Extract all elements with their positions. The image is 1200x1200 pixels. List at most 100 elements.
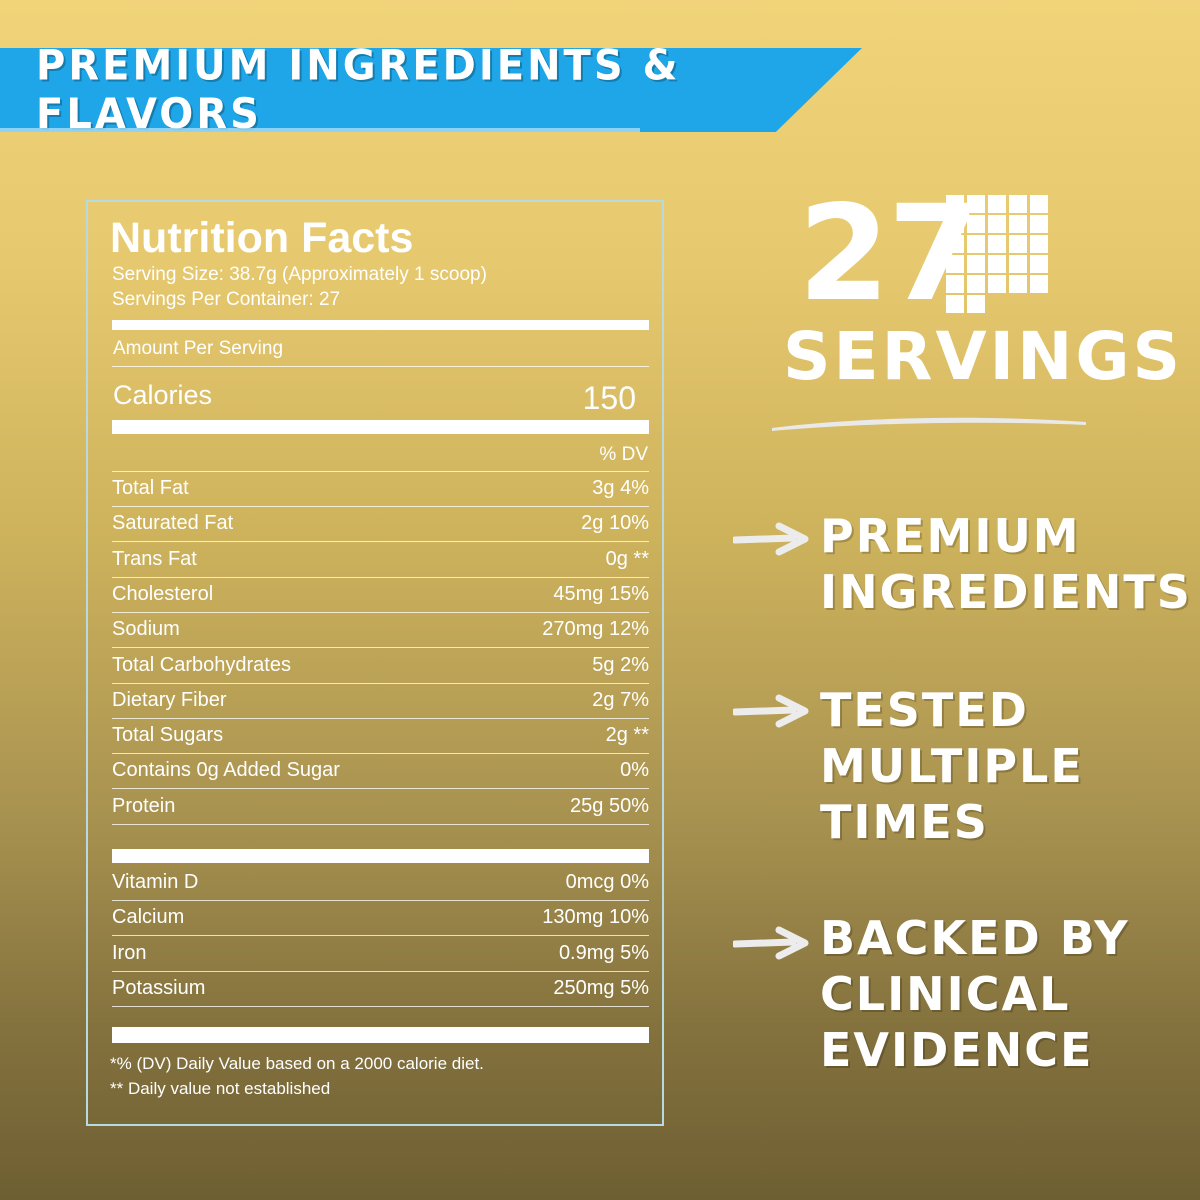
nutrient-value: 45mg 15% bbox=[553, 582, 649, 605]
grid-cell bbox=[946, 195, 964, 213]
grid-cell bbox=[967, 215, 985, 233]
nutrient-label: Total Sugars bbox=[112, 724, 224, 747]
divider-thick bbox=[112, 320, 649, 330]
footnote-dv: *% (DV) Daily Value based on a 2000 calo… bbox=[110, 1054, 484, 1073]
calories-value: 150 bbox=[582, 380, 636, 416]
grid-cell bbox=[1009, 275, 1027, 293]
nutrient-value: 250mg 5% bbox=[553, 976, 649, 999]
grid-cell bbox=[1009, 235, 1027, 253]
arrow-right-icon bbox=[733, 522, 809, 556]
nutrient-value: 2g 10% bbox=[581, 512, 649, 535]
grid-cell bbox=[946, 215, 964, 233]
grid-cell bbox=[1030, 235, 1048, 253]
nutrient-label: Protein bbox=[112, 794, 176, 817]
nutrient-row: Total Sugars 2g ** bbox=[112, 724, 649, 747]
grid-cell bbox=[967, 295, 985, 313]
nutrient-label: Dietary Fiber bbox=[112, 688, 227, 711]
grid-cell bbox=[1030, 215, 1048, 233]
nutrient-row: Trans Fat 0g ** bbox=[112, 548, 649, 571]
nutrient-label: Calcium bbox=[112, 906, 185, 929]
divider bbox=[112, 541, 649, 543]
amount-per-serving: Amount Per Serving bbox=[113, 338, 284, 359]
nutrient-row: Total Fat 3g 4% bbox=[112, 477, 649, 500]
divider bbox=[112, 1005, 649, 1007]
grid-cell bbox=[967, 255, 985, 273]
divider-thick bbox=[112, 849, 649, 863]
nutrient-label: Cholesterol bbox=[112, 582, 214, 605]
nutrient-row: Total Carbohydrates 5g 2% bbox=[112, 654, 649, 677]
divider bbox=[112, 935, 649, 937]
divider bbox=[112, 823, 649, 825]
nutrient-value: 130mg 10% bbox=[542, 906, 649, 929]
serving-size: Serving Size: 38.7g (Approximately 1 sco… bbox=[112, 264, 487, 285]
servings-grid-icon bbox=[946, 195, 1048, 313]
nutrient-row: Sodium 270mg 12% bbox=[112, 618, 649, 641]
grid-cell bbox=[988, 215, 1006, 233]
divider bbox=[112, 717, 649, 719]
grid-cell bbox=[1030, 275, 1048, 293]
nutrient-row: Cholesterol 45mg 15% bbox=[112, 583, 649, 606]
nutrient-value: 25g 50% bbox=[570, 794, 649, 817]
grid-cell bbox=[1009, 255, 1027, 273]
grid-cell bbox=[988, 275, 1006, 293]
header-banner: PREMIUM INGREDIENTS & FLAVORS bbox=[0, 48, 862, 132]
grid-cell bbox=[967, 275, 985, 293]
grid-cell bbox=[1009, 215, 1027, 233]
nutrient-label: Total Fat bbox=[112, 477, 189, 499]
nutrient-row: Iron 0.9mg 5% bbox=[112, 942, 649, 965]
divider bbox=[112, 647, 649, 649]
claim-tested-multiple-times: TESTED MULTIPLE TIMES bbox=[820, 683, 1084, 849]
grid-cell bbox=[946, 275, 964, 293]
grid-cell bbox=[967, 195, 985, 213]
grid-cell bbox=[988, 235, 1006, 253]
nutrient-value: 270mg 12% bbox=[542, 618, 649, 641]
divider bbox=[112, 611, 649, 613]
nutrient-row: Contains 0g Added Sugar 0% bbox=[112, 759, 649, 782]
divider bbox=[112, 970, 649, 972]
nutrient-value: 3g 4% bbox=[592, 477, 649, 499]
servings-label: SERVINGS bbox=[783, 318, 1184, 395]
grid-cell bbox=[988, 195, 1006, 213]
divider bbox=[112, 366, 649, 367]
nutrient-label: Contains 0g Added Sugar bbox=[112, 759, 340, 782]
divider bbox=[112, 788, 649, 790]
nutrient-row: Vitamin D 0mcg 0% bbox=[112, 871, 649, 894]
nutrient-label: Saturated Fat bbox=[112, 512, 234, 535]
nutrient-value: 0.9mg 5% bbox=[558, 941, 649, 964]
servings-per-container: Servings Per Container: 27 bbox=[112, 289, 341, 310]
nutrient-value: 2g 7% bbox=[592, 688, 649, 711]
grid-cell bbox=[946, 255, 964, 273]
divider bbox=[112, 471, 649, 472]
grid-cell bbox=[988, 255, 1006, 273]
swoosh-underline bbox=[772, 417, 1086, 431]
banner-title: PREMIUM INGREDIENTS & FLAVORS bbox=[36, 41, 681, 139]
nutrient-label: Total Carbohydrates bbox=[112, 653, 291, 676]
nutrient-row: Potassium 250mg 5% bbox=[112, 977, 649, 1000]
nutrient-label: Trans Fat bbox=[112, 547, 197, 570]
divider-thick bbox=[112, 420, 649, 434]
banner-underline bbox=[0, 128, 640, 132]
nutrition-panel bbox=[86, 200, 664, 1126]
grid-cell bbox=[1030, 255, 1048, 273]
nutrient-value: 5g 2% bbox=[592, 653, 649, 676]
nutrient-label: Iron bbox=[112, 941, 147, 964]
calories-label: Calories bbox=[113, 380, 213, 410]
nutrient-value: 0% bbox=[620, 759, 649, 782]
claim-premium-ingredients: PREMIUM INGREDIENTS bbox=[820, 509, 1192, 619]
nutrient-label: Vitamin D bbox=[112, 871, 199, 893]
nutrient-row: Dietary Fiber 2g 7% bbox=[112, 689, 649, 712]
divider bbox=[112, 576, 649, 578]
grid-cell bbox=[946, 235, 964, 253]
nutrient-value: 2g ** bbox=[605, 724, 649, 747]
footnote-not-established: ** Daily value not established bbox=[110, 1079, 331, 1098]
dv-header: % DV bbox=[599, 444, 648, 465]
claim-backed-by-clinical-evidence: BACKED BY CLINICAL EVIDENCE bbox=[820, 911, 1130, 1077]
grid-cell bbox=[946, 295, 964, 313]
nutrient-row: Protein 25g 50% bbox=[112, 795, 649, 818]
nutrient-value: 0mcg 0% bbox=[565, 871, 649, 893]
nutrient-row: Calcium 130mg 10% bbox=[112, 906, 649, 929]
nutrition-title: Nutrition Facts bbox=[110, 214, 414, 262]
grid-cell bbox=[967, 235, 985, 253]
arrow-right-icon bbox=[733, 926, 809, 960]
nutrient-value: 0g ** bbox=[605, 547, 649, 570]
